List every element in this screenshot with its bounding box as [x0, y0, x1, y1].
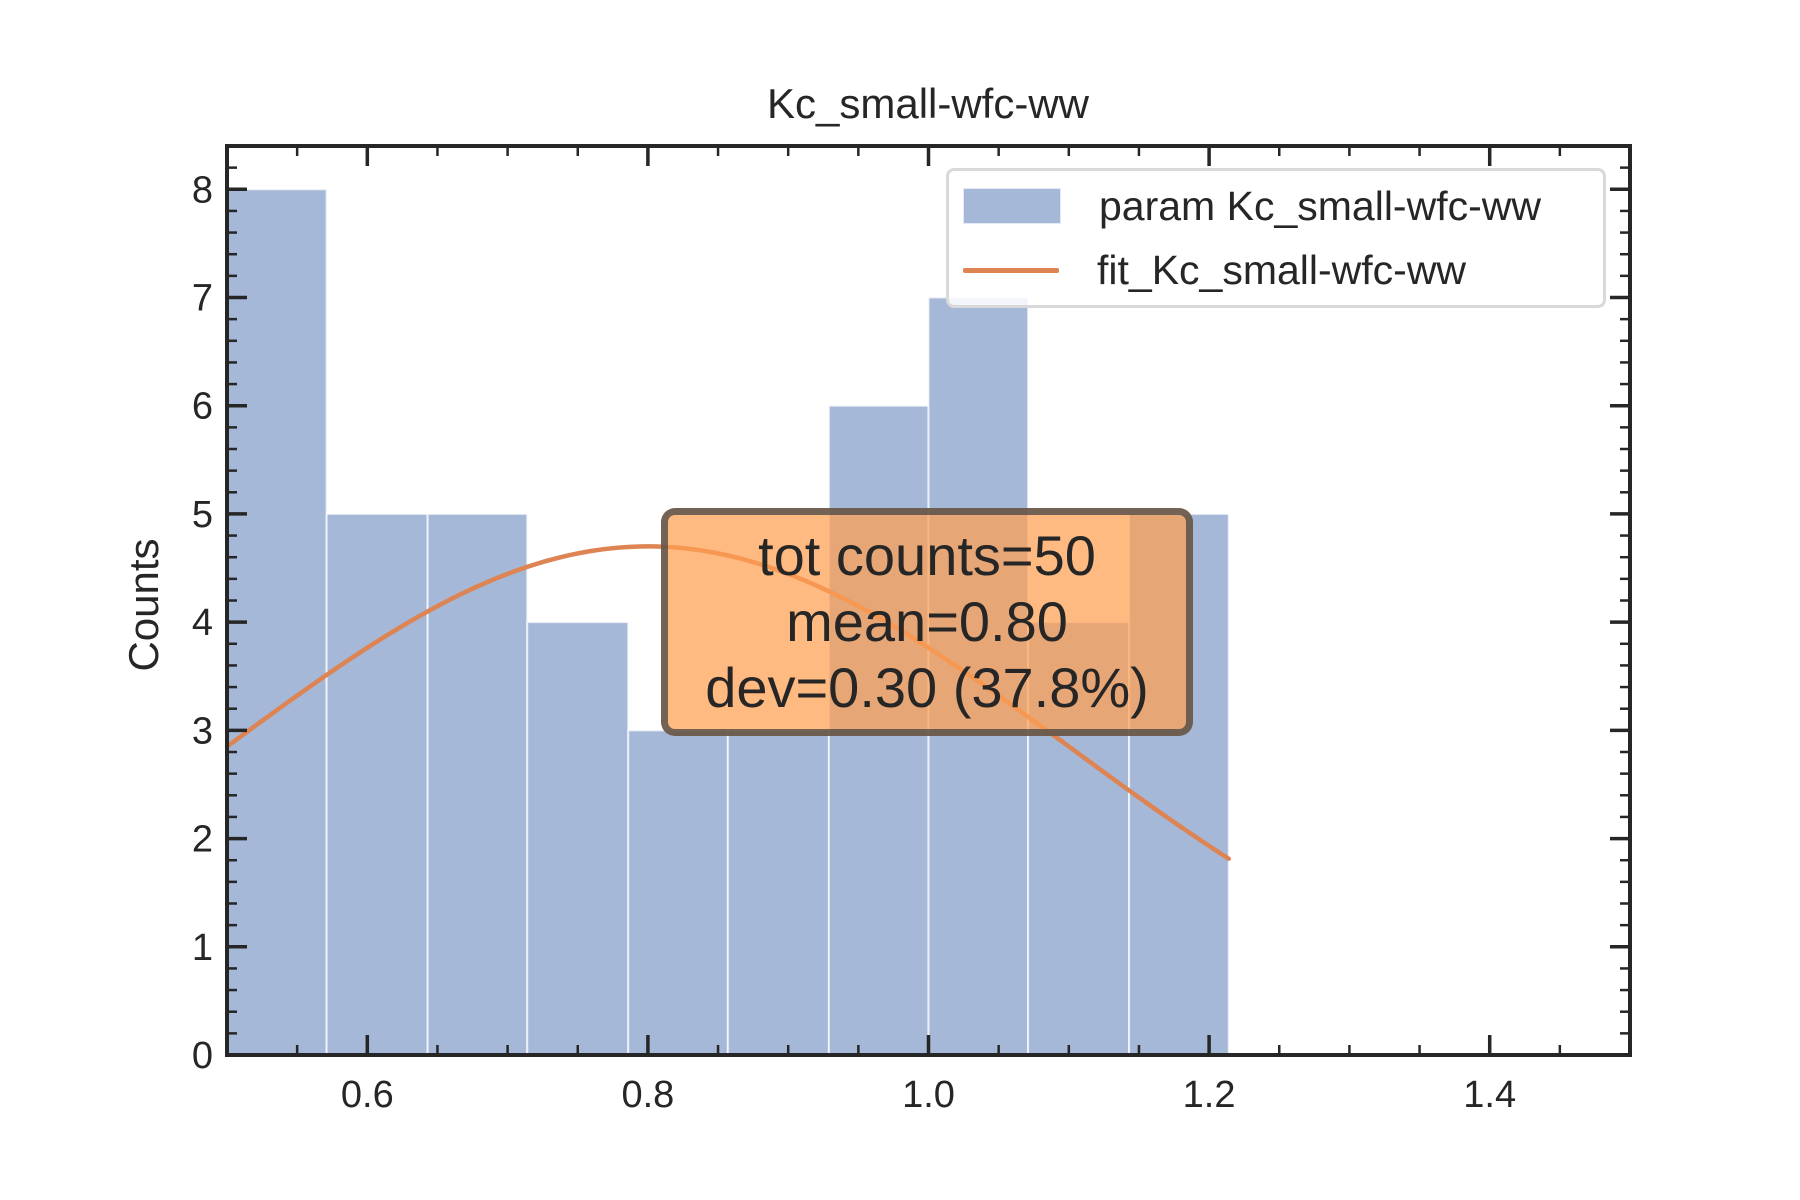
y-tick-label: 8: [192, 169, 213, 211]
histogram-bar: [726, 729, 830, 1056]
x-tick-label: 0.8: [621, 1074, 674, 1116]
annotation-line-total: tot counts=50: [758, 524, 1096, 587]
legend-swatch-line: [963, 267, 1059, 273]
x-tick-label: 1.4: [1463, 1074, 1516, 1116]
legend-label-fit: fit_Kc_small-wfc-ww: [1097, 246, 1467, 293]
y-tick-label: 6: [192, 386, 213, 428]
tick-labels-layer: 0.6 0.8 1.0 1.2 1.4 0 1 2 3 4 5 6 7 8: [192, 169, 1516, 1116]
histogram-bar: [325, 512, 429, 1056]
annotation-line-mean: mean=0.80: [786, 590, 1068, 653]
legend-entry-fit: fit_Kc_small-wfc-ww: [963, 245, 1466, 295]
y-tick-label: 1: [192, 927, 213, 969]
legend-label-histogram: param Kc_small-wfc-ww: [1099, 182, 1541, 229]
legend-swatch-bars: [963, 188, 1061, 224]
histogram-bar: [526, 621, 630, 1057]
y-tick-label: 0: [192, 1035, 213, 1077]
x-tick-label: 1.2: [1183, 1074, 1236, 1116]
x-tick-label: 1.0: [902, 1074, 955, 1116]
y-tick-label: 7: [192, 278, 213, 320]
chart-legend: param Kc_small-wfc-ww fit_Kc_small-wfc-w…: [946, 168, 1606, 308]
annotation-line-dev: dev=0.30 (37.8%): [705, 656, 1149, 719]
y-tick-label: 3: [192, 710, 213, 752]
y-tick-label: 2: [192, 819, 213, 861]
legend-entry-histogram: param Kc_small-wfc-ww: [963, 181, 1541, 231]
y-tick-label: 4: [192, 602, 213, 644]
histogram-bar: [627, 729, 729, 1056]
histogram-bar: [426, 512, 529, 1056]
stats-annotation: tot counts=50 mean=0.80 dev=0.30 (37.8%): [661, 508, 1193, 736]
plot-frame: [225, 144, 1632, 1057]
y-axis-label: Counts: [120, 538, 167, 671]
y-tick-label: 5: [192, 494, 213, 536]
chart-title: Kc_small-wfc-ww: [767, 80, 1090, 127]
x-tick-label: 0.6: [341, 1074, 394, 1116]
